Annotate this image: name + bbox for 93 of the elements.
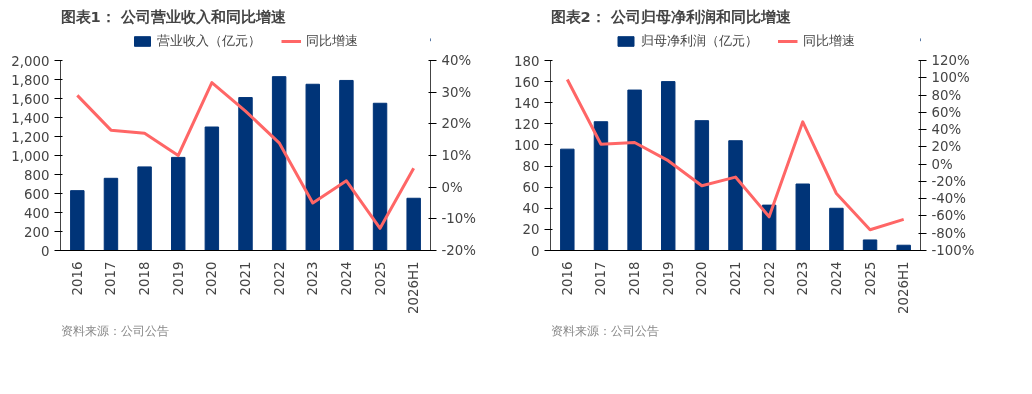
bar — [238, 97, 253, 251]
legend-label: 同比增速 — [306, 31, 358, 50]
x-tick-label: 2021 — [238, 261, 253, 296]
y2-tick-label: -40% — [931, 191, 966, 207]
y-tick-label: 20 — [522, 222, 540, 238]
x-tick-label: 2018 — [137, 261, 153, 296]
x-tick-label: 2022 — [271, 261, 287, 296]
y2-tick-label: -20% — [441, 243, 476, 258]
y2-tick-label: -60% — [931, 208, 966, 224]
x-tick-label: 2017 — [593, 261, 609, 296]
y-tick-label: 200 — [24, 224, 50, 240]
y-tick-label: 60 — [522, 180, 540, 196]
x-tick-label: 2016 — [69, 261, 85, 296]
bar — [560, 148, 575, 251]
x-tick-label: 2023 — [795, 261, 811, 296]
x-tick-label: 2024 — [338, 261, 354, 296]
bar — [627, 89, 642, 251]
y2-tick-label: 60% — [931, 104, 962, 120]
bar — [339, 79, 354, 251]
legend-label: 营业收入（亿元） — [157, 31, 261, 50]
y2-tick-label: -80% — [931, 225, 966, 241]
y2-tick-label: 100% — [931, 70, 970, 86]
bar — [372, 102, 388, 251]
legend-label: 同比增速 — [802, 31, 855, 50]
y2-tick-label: 40% — [931, 122, 962, 138]
y2-tick-label: -10% — [441, 211, 476, 227]
y2-tick-label: -100% — [931, 243, 975, 258]
y2-tick-label: 20% — [931, 139, 962, 155]
y-tick-label: 1,600 — [11, 91, 50, 107]
y-tick-label: 160 — [514, 74, 540, 90]
x-tick-label: 2024 — [828, 261, 844, 296]
y2-tick-label: 0% — [931, 156, 953, 172]
bar — [70, 190, 85, 251]
legend-label: 归母净利润（亿元） — [640, 31, 758, 50]
y-tick-label: 120 — [514, 116, 540, 132]
chart-title: 图表1： 公司营业收入和同比增速 — [60, 7, 287, 25]
line-series — [75, 81, 416, 230]
text: 资料来源：公司公告 — [60, 323, 169, 338]
x-tick-label: 2026H1 — [406, 261, 422, 314]
y-tick-label: 1,400 — [11, 110, 50, 126]
bar — [896, 244, 911, 251]
y2-tick-label: 40% — [441, 53, 472, 68]
y-tick-label: 180 — [514, 53, 540, 69]
bar — [728, 140, 743, 251]
y2-tick-label: -20% — [931, 173, 966, 189]
bar — [593, 121, 609, 251]
x-tick-label: 2025 — [372, 261, 388, 296]
x-tick-label: 2022 — [761, 261, 777, 296]
text: 资料来源：公司公告 — [550, 323, 659, 338]
y-tick-label: 140 — [514, 95, 540, 111]
bar — [305, 83, 320, 251]
y-tick-label: 1,800 — [11, 72, 50, 88]
y-tick-label: 2,000 — [11, 53, 50, 69]
y-tick-label: 1,000 — [11, 148, 50, 164]
x-tick-label: 2016 — [559, 261, 575, 296]
bar — [862, 239, 878, 251]
x-tick-label: 2019 — [170, 261, 186, 296]
y2-tick-label: 10% — [441, 148, 472, 163]
y-tick-label: 1,200 — [11, 129, 50, 145]
bar — [171, 156, 186, 251]
y-tick-label: 600 — [24, 186, 50, 202]
bar — [271, 76, 287, 251]
bar — [137, 166, 152, 251]
x-tick-label: 2021 — [728, 261, 743, 296]
x-tick-label: 2025 — [862, 261, 878, 296]
x-tick-label: 2023 — [305, 261, 321, 296]
x-tick-label: 2019 — [660, 261, 676, 296]
y-tick-label: 80 — [522, 159, 540, 175]
y-tick-label: 0 — [41, 243, 50, 259]
bar — [829, 207, 844, 251]
y-tick-label: 0 — [531, 243, 540, 259]
chart-title: 图表2： 公司归母净利润和同比增速 — [550, 7, 792, 25]
y2-tick-label: 30% — [441, 84, 472, 100]
x-tick-label: 2017 — [103, 261, 119, 296]
y-tick-label: 100 — [514, 137, 540, 153]
y-tick-label: 400 — [24, 205, 50, 221]
y-tick-label: 40 — [522, 201, 540, 217]
y-tick-label: 800 — [24, 167, 50, 183]
bar — [795, 183, 810, 251]
bar — [661, 81, 676, 251]
x-tick-label: 2020 — [694, 261, 710, 296]
bar — [406, 197, 421, 251]
x-tick-label: 2026H1 — [896, 261, 912, 314]
y2-tick-label: 120% — [931, 53, 970, 68]
bar — [694, 120, 710, 251]
bar — [103, 177, 119, 251]
y2-tick-label: 20% — [441, 116, 472, 132]
line-series — [565, 78, 906, 232]
x-tick-label: 2020 — [204, 261, 220, 296]
y2-tick-label: 0% — [441, 179, 463, 195]
y2-tick-label: 80% — [931, 87, 962, 103]
bar — [204, 126, 220, 251]
x-tick-label: 2018 — [627, 261, 643, 296]
